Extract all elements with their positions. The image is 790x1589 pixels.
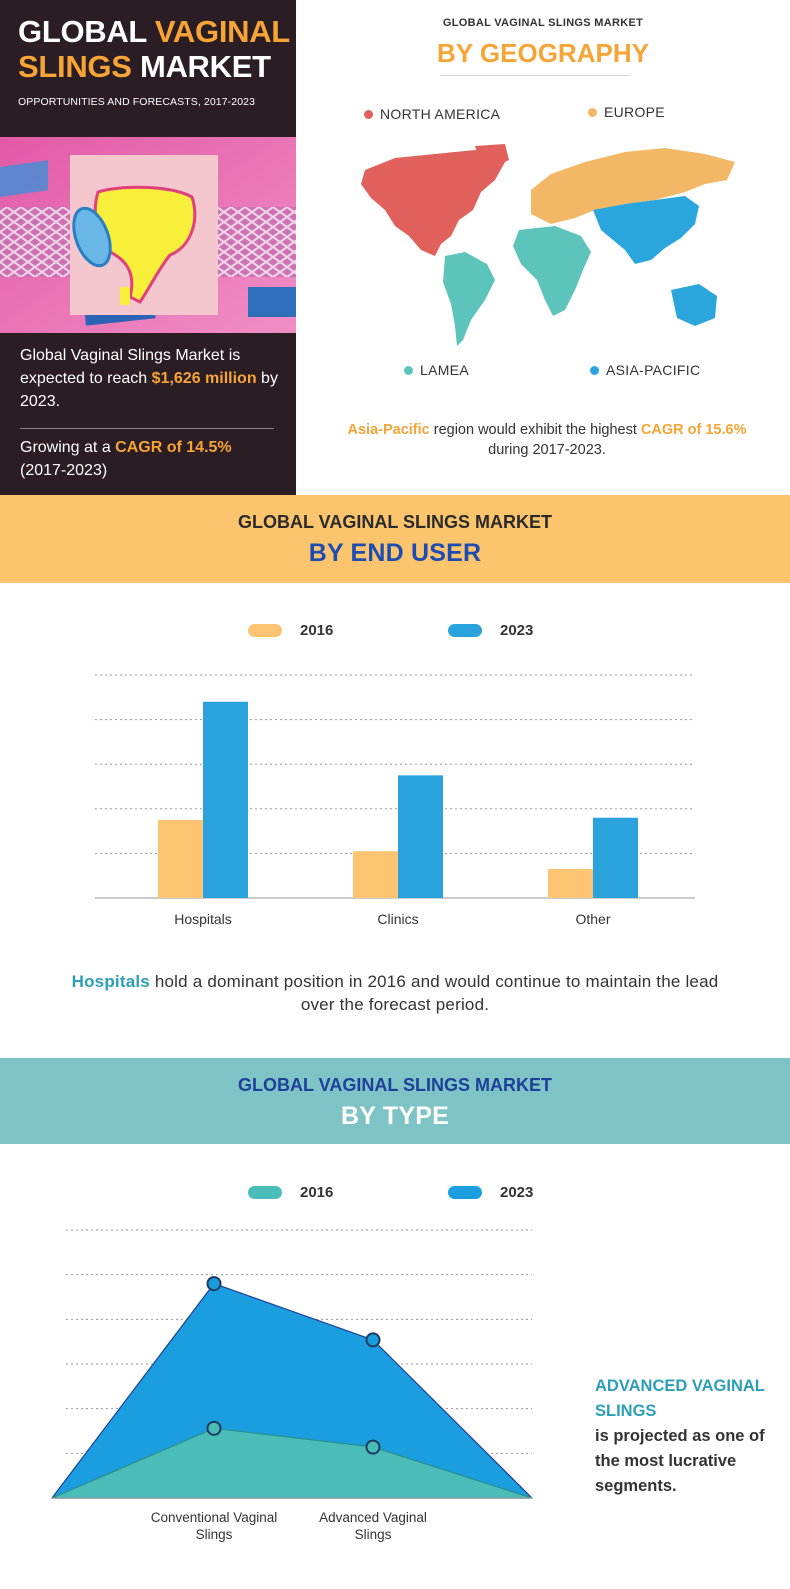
legend-label: LAMEA: [420, 362, 469, 378]
x-tick-label: Hospitals: [174, 911, 232, 927]
world-map: [361, 144, 735, 346]
end-user-banner: GLOBAL VAGINAL SLINGS MARKET BY END USER: [0, 495, 790, 583]
note-text: hold a dominant position in 2016 and wou…: [154, 972, 719, 1014]
x-tick-label: Conventional Vaginal Slings: [151, 1510, 278, 1542]
type-banner: GLOBAL VAGINAL SLINGS MARKET BY TYPE: [0, 1058, 790, 1144]
title-word-highlight: VAGINAL: [154, 14, 290, 49]
geography-title: BY GEOGRAPHY: [437, 38, 649, 68]
legend-label: NORTH AMERICA: [380, 106, 501, 122]
stat-text: (2017-2023): [20, 462, 108, 479]
geography-note: Asia-Pacific region would exhibit the hi…: [312, 420, 782, 460]
north-america-region: [361, 150, 505, 256]
bar-2016-hospitals: [158, 819, 203, 898]
title-word: MARKET: [139, 49, 271, 84]
point-2023-1: [206, 1276, 222, 1292]
point-2016-1: [206, 1420, 222, 1436]
banner-title: BY END USER: [308, 539, 482, 567]
title-word: GLOBAL: [18, 14, 147, 49]
end-user-legend-2016: 2016: [248, 622, 333, 639]
type-legend-2023: 2023: [448, 1184, 533, 1201]
title-word-highlight: SLINGS: [18, 49, 132, 84]
note-text: region would exhibit the highest: [433, 422, 637, 438]
market-size-statement: Global Vaginal Slings Market is expected…: [20, 344, 288, 413]
stat-text: by 2023.: [20, 370, 278, 410]
asia-pacific-dot-icon: [590, 365, 599, 375]
cagr-value: CAGR of 14.5%: [115, 439, 232, 456]
banner-kicker: GLOBAL VAGINAL SLINGS MARKET: [237, 1075, 552, 1095]
legend-north-america: NORTH AMERICA: [364, 106, 500, 122]
legend-swatch: [448, 624, 482, 637]
greenland-region: [475, 144, 509, 168]
x-tick-label: Other: [575, 911, 610, 927]
legend-label: 2023: [500, 1184, 534, 1201]
note-highlight: Asia-Pacific: [347, 422, 430, 438]
asia-region: [593, 196, 699, 264]
europe-region: [531, 148, 735, 224]
point-2016-2: [365, 1439, 381, 1455]
note-text: is projected as one of the most lucrativ…: [595, 1427, 765, 1495]
divider: [440, 75, 630, 76]
type-legend-2016: 2016: [248, 1184, 333, 1201]
lamea-dot-icon: [404, 365, 413, 375]
market-size-value: $1,626 million: [151, 370, 257, 387]
bar-2023-clinics: [398, 775, 443, 898]
banner-kicker: GLOBAL VAGINAL SLINGS MARKET: [237, 512, 552, 532]
bar-2023-hospitals: [203, 701, 248, 898]
hero-panel: GLOBAL VAGINAL SLINGS MARKET OPPORTUNITI…: [0, 0, 296, 495]
australia-region: [671, 284, 717, 326]
end-user-note: Hospitals hold a dominant position in 20…: [60, 970, 730, 1016]
x-tick-label: Advanced Vaginal Slings: [319, 1510, 427, 1542]
note-highlight: Hospitals: [71, 972, 150, 991]
bar-2016-other: [548, 869, 593, 898]
africa-region: [513, 226, 591, 316]
legend-swatch: [448, 1186, 482, 1199]
end-user-bar-chart: Hospitals Clinics Other: [95, 674, 695, 927]
type-area-chart: Conventional Vaginal Slings Advanced Vagin…: [51, 1229, 533, 1542]
note-cagr: CAGR of 15.6%: [640, 422, 747, 438]
legend-asia-pacific: ASIA-PACIFIC: [590, 362, 700, 378]
stat-text: Growing at a: [20, 439, 111, 456]
hero-subtitle: OPPORTUNITIES AND FORECASTS, 2017-2023: [18, 96, 256, 108]
end-user-legend-2023: 2023: [448, 622, 533, 639]
banner-title: BY TYPE: [341, 1102, 449, 1130]
legend-swatch: [248, 1186, 282, 1199]
x-tick-label: Clinics: [377, 911, 418, 927]
legend-label: 2016: [300, 622, 334, 639]
hero-title: GLOBAL VAGINAL SLINGS MARKET: [18, 14, 294, 84]
legend-label: 2023: [500, 622, 534, 639]
legend-label: EUROPE: [604, 104, 665, 120]
sling-illustration: [0, 137, 296, 333]
legend-label: 2016: [300, 1184, 334, 1201]
legend-swatch: [248, 624, 282, 637]
legend-lamea: LAMEA: [404, 362, 469, 378]
note-highlight: ADVANCED VAGINAL SLINGS: [595, 1377, 765, 1420]
south-america-region: [443, 252, 495, 346]
geography-kicker: GLOBAL VAGINAL SLINGS MARKET: [442, 17, 644, 29]
bar-2023-other: [593, 817, 638, 898]
legend-europe: EUROPE: [588, 104, 665, 120]
point-2023-2: [365, 1332, 381, 1348]
bar-2016-clinics: [353, 851, 398, 898]
type-note: ADVANCED VAGINAL SLINGS is projected as …: [595, 1374, 775, 1499]
cagr-statement: Growing at a CAGR of 14.5% (2017-2023): [20, 436, 288, 482]
legend-label: ASIA-PACIFIC: [606, 362, 701, 378]
note-text: during 2017-2023.: [488, 442, 606, 458]
europe-dot-icon: [588, 107, 597, 117]
north-america-dot-icon: [364, 109, 373, 119]
stat-text: Global Vaginal Slings Market is expected…: [20, 347, 241, 387]
divider: [20, 428, 274, 429]
